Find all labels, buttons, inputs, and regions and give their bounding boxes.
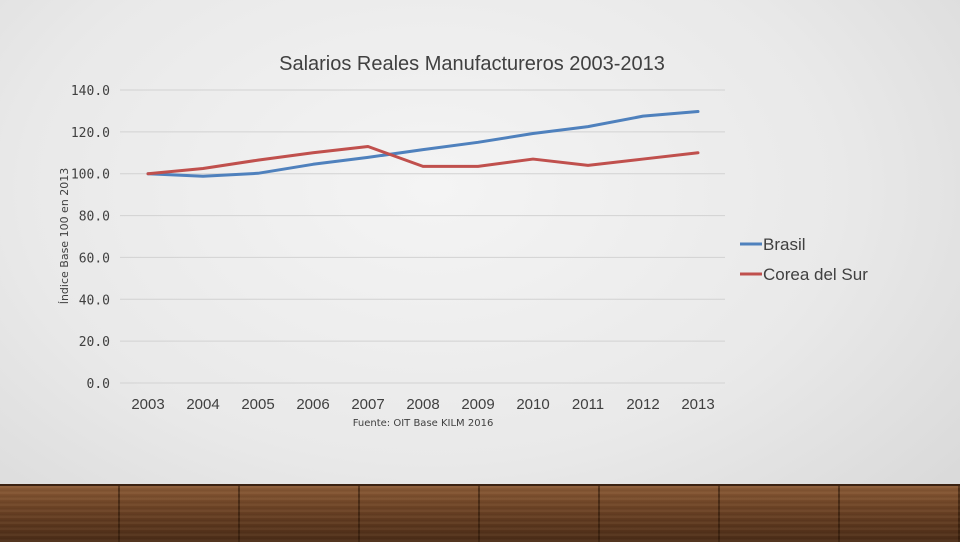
x-tick-label: 2013 [681, 396, 714, 413]
y-tick-label: 0.0 [87, 377, 110, 392]
gridlines [120, 89, 725, 384]
x-tick-label: 2007 [351, 396, 384, 413]
y-tick-label: 100.0 [71, 168, 110, 183]
legend-label: Brasil [763, 235, 806, 254]
x-tick-label: 2012 [626, 396, 659, 413]
x-tick-label: 2005 [241, 396, 274, 413]
x-tick-label: 2004 [186, 396, 219, 413]
x-tick-label: 2011 [572, 396, 604, 413]
legend: Brasil Corea del Sur [740, 235, 868, 284]
x-tick-label: 2009 [461, 396, 494, 413]
series-lines [146, 110, 700, 178]
y-axis-ticks: 0.0 20.0 40.0 60.0 80.0 100.0 120.0 140.0 [71, 84, 110, 392]
series-line-brasil [146, 110, 700, 178]
source-note: Fuente: OIT Base KILM 2016 [353, 418, 494, 429]
y-tick-label: 140.0 [71, 84, 110, 99]
x-axis-ticks: 2003 2004 2005 2006 2007 2008 2009 2010 2011 2012… [131, 396, 714, 413]
chart-title: Salarios Reales Manufactureros 2003-2013 [279, 53, 665, 75]
x-tick-label: 2008 [406, 396, 439, 413]
x-tick-label: 2010 [516, 396, 549, 413]
y-tick-label: 40.0 [79, 293, 110, 308]
series-line-corea-del-sur [146, 145, 700, 176]
x-tick-label: 2006 [296, 396, 329, 413]
y-tick-label: 60.0 [79, 251, 110, 266]
y-tick-label: 120.0 [71, 126, 110, 141]
legend-label: Corea del Sur [763, 265, 868, 284]
y-axis-label: Índice Base 100 en 2013 [58, 168, 71, 305]
wood-floor-decoration [0, 484, 960, 542]
y-tick-label: 80.0 [79, 210, 110, 225]
y-tick-label: 20.0 [79, 335, 110, 350]
x-tick-label: 2003 [131, 396, 164, 413]
